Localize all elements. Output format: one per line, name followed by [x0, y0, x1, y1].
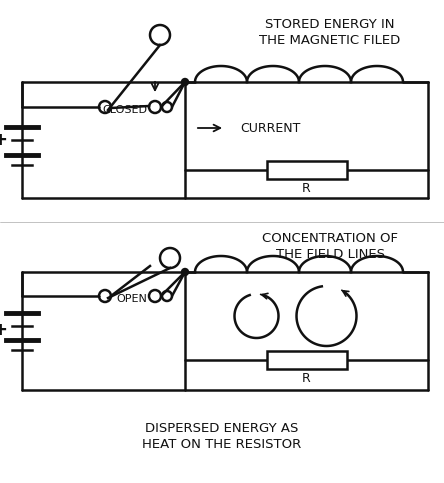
Text: OPEN: OPEN: [116, 294, 147, 304]
Circle shape: [182, 79, 189, 85]
Text: STORED ENERGY IN: STORED ENERGY IN: [265, 18, 395, 31]
Text: DISPERSED ENERGY AS: DISPERSED ENERGY AS: [145, 422, 299, 435]
Text: R: R: [302, 372, 311, 385]
Text: HEAT ON THE RESISTOR: HEAT ON THE RESISTOR: [143, 438, 301, 451]
Text: THE MAGNETIC FILED: THE MAGNETIC FILED: [259, 34, 400, 47]
Text: +: +: [0, 131, 7, 149]
Text: CONCENTRATION OF: CONCENTRATION OF: [262, 232, 398, 245]
Text: CURRENT: CURRENT: [240, 122, 301, 134]
Text: THE FIELD LINES: THE FIELD LINES: [275, 248, 385, 261]
Text: CLOSED: CLOSED: [102, 105, 147, 115]
Text: R: R: [302, 182, 311, 195]
Bar: [266, 161, 346, 179]
Text: +: +: [0, 321, 7, 339]
Bar: [266, 351, 346, 369]
Circle shape: [182, 269, 189, 275]
